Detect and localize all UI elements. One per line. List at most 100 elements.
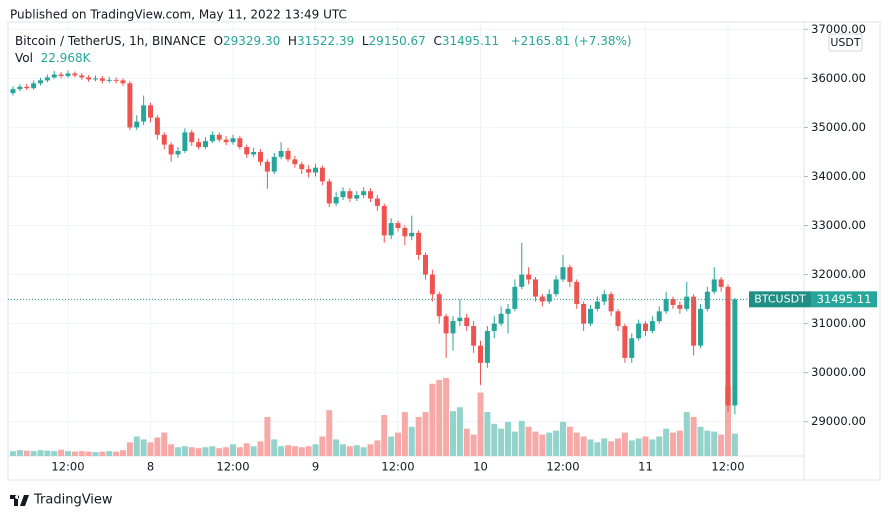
candle-body <box>251 151 257 155</box>
candle-body <box>354 195 360 199</box>
y-tick-label: 35000.00 <box>811 120 866 134</box>
volume-bar <box>532 431 539 456</box>
volume-bar <box>388 436 395 456</box>
volume-bar <box>683 412 690 456</box>
volume-bar <box>126 442 133 456</box>
candle-body <box>395 223 401 228</box>
candle-body <box>560 267 566 280</box>
candle-body <box>223 139 229 143</box>
y-tick-label: 33000.00 <box>811 218 866 232</box>
candle-body <box>698 308 703 346</box>
volume-bar <box>278 446 285 456</box>
volume-bar <box>718 434 725 456</box>
candle-body <box>615 311 621 327</box>
volume-bar <box>168 444 175 456</box>
candle-body <box>553 279 559 295</box>
volume-bar <box>154 437 161 456</box>
published-note: Published on TradingView.com, May 11, 20… <box>10 8 347 22</box>
volume-bar <box>305 446 312 456</box>
volume-bar <box>113 451 120 456</box>
ticker-label: BTCUSDT <box>754 292 806 305</box>
volume-bar <box>326 410 333 456</box>
candle-body <box>629 338 635 358</box>
volume-bar <box>147 442 154 456</box>
volume-bar <box>10 451 16 456</box>
ohlc-value: 29150.67 <box>368 34 426 48</box>
candle-body <box>464 317 470 327</box>
volume-bar <box>223 447 230 456</box>
currency-badge <box>828 33 863 52</box>
volume-bar <box>92 452 99 456</box>
symbol-title: Bitcoin / TetherUS, 1h, BINANCE <box>15 34 206 48</box>
volume-bar <box>78 451 85 456</box>
volume-bar <box>553 430 560 456</box>
candle-body <box>58 74 64 76</box>
volume-bar <box>230 444 236 456</box>
volume-bar <box>243 443 250 456</box>
volume-bar <box>422 412 429 456</box>
volume-bar <box>663 428 670 456</box>
volume-bar <box>195 448 202 456</box>
candle-body <box>608 294 614 312</box>
candle-body <box>175 150 181 155</box>
brand-name: TradingView <box>33 493 113 508</box>
candle-body <box>258 151 263 162</box>
y-tick-label: 36000.00 <box>811 71 866 85</box>
change-label: +2165.81 (+7.38%) <box>510 34 632 48</box>
volume-bar <box>346 446 353 456</box>
y-tick-label: 31000.00 <box>811 316 866 330</box>
volume-bar <box>436 379 443 456</box>
candle-body <box>244 147 250 155</box>
candle-body <box>161 134 167 145</box>
volume-bar <box>704 430 711 456</box>
y-tick-label: 32000.00 <box>811 267 866 281</box>
volume-bar <box>443 377 450 456</box>
volume-bar <box>415 416 422 456</box>
volume-bar <box>381 415 388 456</box>
candle-body <box>79 75 85 78</box>
volume-bar <box>518 420 525 456</box>
volume-bar <box>264 416 271 456</box>
candle-body <box>519 274 525 287</box>
volume-bar <box>65 451 71 456</box>
candle-body <box>622 326 628 358</box>
volume-bar <box>697 426 704 456</box>
candle-body <box>656 311 662 322</box>
volume-bar <box>649 439 656 456</box>
volume-bar <box>285 445 291 456</box>
candle-body <box>93 78 98 80</box>
volume-bar <box>51 451 58 456</box>
ohlc-legend: O29329.30 H31522.39 L29150.67 C31495.11 <box>214 34 507 48</box>
volume-bar <box>670 432 676 456</box>
candle-body <box>10 89 16 94</box>
volume-bar <box>601 438 608 456</box>
candle-body <box>423 254 428 275</box>
candle-body <box>17 86 23 90</box>
x-tick-label: 12:00 <box>546 460 579 474</box>
volume-bar <box>477 392 484 456</box>
candle-body <box>546 294 552 302</box>
candle-body <box>86 77 92 80</box>
volume-bar <box>23 450 30 456</box>
volume-bar <box>374 440 381 456</box>
volume-bar <box>367 444 374 456</box>
candle-body <box>450 321 456 334</box>
candle-body <box>512 286 518 309</box>
volume-bar <box>360 447 367 456</box>
ohlc-key: O <box>213 34 224 48</box>
candle-body <box>127 83 133 128</box>
candle-body <box>189 132 195 143</box>
volume-bars <box>10 377 738 456</box>
candle-body <box>594 301 600 309</box>
volume-bar <box>635 438 642 456</box>
volume-bar <box>621 432 628 456</box>
volume-bar <box>16 450 23 456</box>
candle-body <box>264 161 270 172</box>
volume-bar <box>429 383 436 456</box>
volume-bar <box>566 426 573 456</box>
volume-bar <box>44 450 51 456</box>
volume-bar <box>539 434 546 456</box>
ohlc-key: C <box>433 34 442 48</box>
y-tick-label: 34000.00 <box>811 169 866 183</box>
